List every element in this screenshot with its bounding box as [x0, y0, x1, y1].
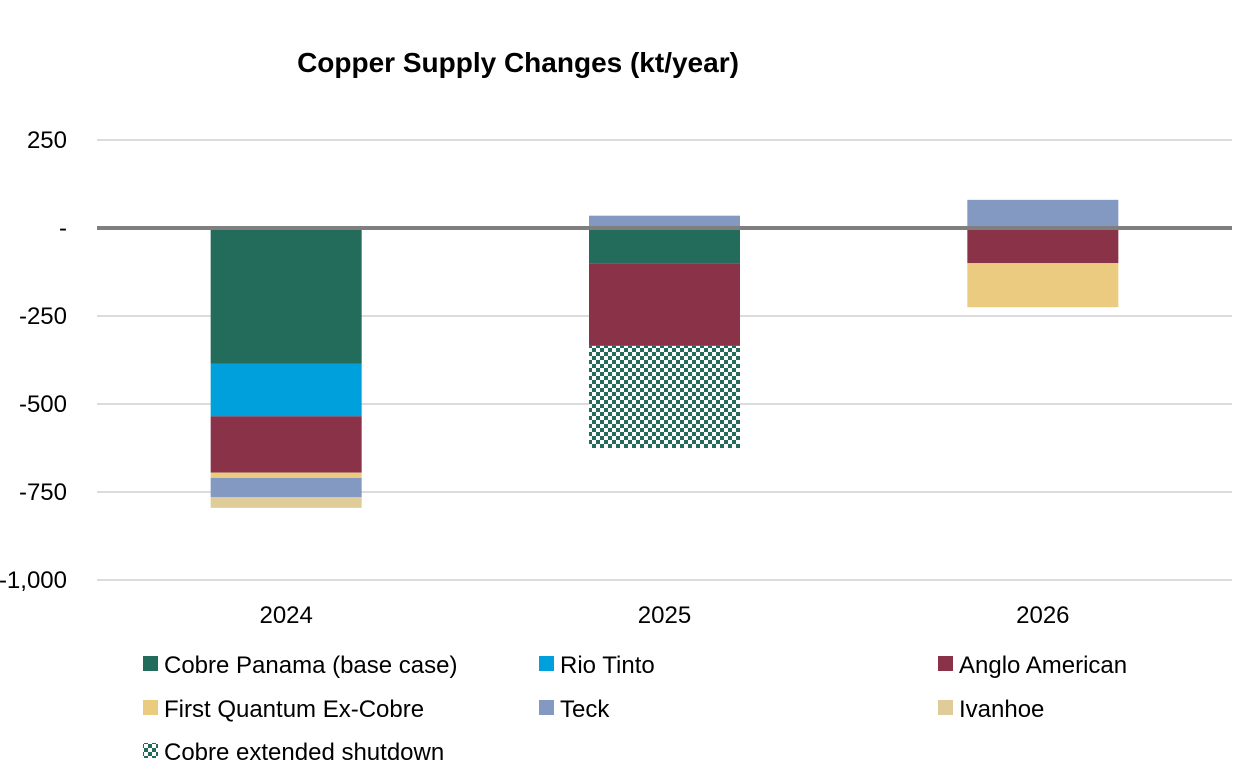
bars	[210, 199, 1119, 508]
bar-2025-cobre-extended-shutdown	[589, 345, 740, 448]
legend-item-teck: Teck	[539, 696, 610, 723]
legend-label: Cobre Panama (base case)	[164, 652, 457, 679]
legend-swatch	[143, 656, 158, 671]
legend-item-cobre-extended-shutdown: Cobre extended shutdown	[143, 739, 444, 766]
bar-2024-ivanhoe	[210, 497, 362, 508]
bar-2024-first-quantum-ex-cobre	[210, 472, 362, 478]
x-axis-ticks: 2024 2025 2026	[259, 602, 1069, 629]
x-tick-label-2026: 2026	[1016, 602, 1069, 629]
y-tick-label: -	[59, 215, 67, 242]
legend-label: First Quantum Ex-Cobre	[164, 696, 424, 723]
bar-2025-cobre-panama-base-case	[589, 228, 740, 264]
legend-item-anglo-american: Anglo American	[938, 652, 1127, 679]
y-axis-ticks: 250 - -250 -500 -750 -1,000	[0, 127, 67, 594]
legend-label: Rio Tinto	[560, 652, 655, 679]
legend-item-ivanhoe: Ivanhoe	[938, 696, 1044, 723]
legend-swatch	[539, 656, 554, 671]
legend-swatch	[143, 743, 158, 758]
legend-item-rio-tinto: Rio Tinto	[539, 652, 655, 679]
bar-2024-rio-tinto	[210, 363, 362, 417]
legend-item-cobre-panama-base-case: Cobre Panama (base case)	[143, 652, 457, 679]
bar-2026-anglo-american	[967, 228, 1119, 264]
legend-swatch	[938, 656, 953, 671]
legend-item-first-quantum-ex-cobre: First Quantum Ex-Cobre	[143, 696, 424, 723]
legend-swatch	[143, 700, 158, 715]
y-tick-label: -750	[19, 479, 67, 506]
bar-2024-cobre-panama-base-case	[210, 228, 362, 364]
bar-2024-teck	[210, 477, 362, 498]
legend-label: Ivanhoe	[959, 696, 1044, 723]
bar-2025-teck	[589, 215, 740, 228]
bar-2026-first-quantum-ex-cobre	[967, 263, 1119, 308]
x-tick-label-2024: 2024	[259, 602, 312, 629]
legend-label: Teck	[560, 696, 610, 723]
legend-label: Cobre extended shutdown	[164, 739, 444, 766]
bar-2025-anglo-american	[589, 263, 740, 346]
y-tick-label: -250	[19, 303, 67, 330]
y-tick-label: 250	[27, 127, 67, 154]
legend-label: Anglo American	[959, 652, 1127, 679]
legend-swatch	[938, 700, 953, 715]
x-tick-label-2025: 2025	[638, 602, 691, 629]
legend: Cobre Panama (base case) Rio Tinto Anglo A…	[143, 652, 1127, 766]
legend-swatch	[539, 700, 554, 715]
chart-title: Copper Supply Changes (kt/year)	[297, 47, 739, 78]
bar-2024-anglo-american	[210, 416, 362, 473]
bar-2026-teck	[967, 199, 1119, 228]
y-tick-label: -1,000	[0, 567, 67, 594]
y-tick-label: -500	[19, 391, 67, 418]
